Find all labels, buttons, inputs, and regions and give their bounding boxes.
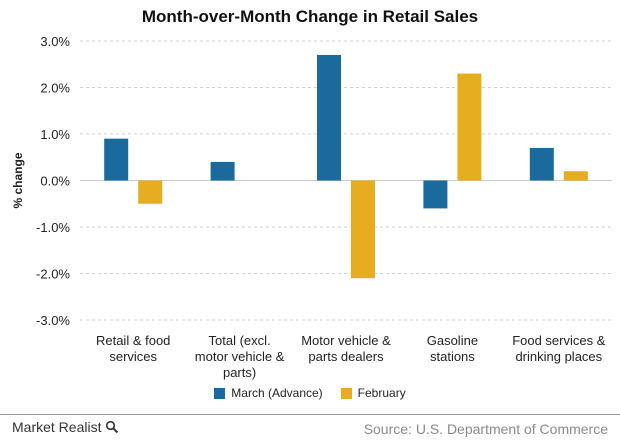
legend-swatch-march xyxy=(214,387,226,399)
legend: March (Advance) February xyxy=(0,386,620,400)
brand-name: Market Realist xyxy=(12,419,102,435)
category-label: Gasoline stations xyxy=(427,333,478,364)
legend-label-march: March (Advance) xyxy=(231,386,323,400)
y-tick-label: 2.0% xyxy=(40,81,70,96)
y-tick-label: 1.0% xyxy=(40,127,70,142)
chart-title: Month-over-Month Change in Retail Sales xyxy=(141,7,479,26)
category-label: Food services & drinking places xyxy=(512,333,606,364)
legend-swatch-february xyxy=(340,387,352,399)
legend-item-february: February xyxy=(340,386,406,400)
y-tick-label: -1.0% xyxy=(36,220,70,235)
y-tick-label: 0.0% xyxy=(40,174,70,189)
bar-february-3 xyxy=(457,73,482,181)
category-label: Motor vehicle & parts dealers xyxy=(301,333,391,364)
legend-item-march: March (Advance) xyxy=(214,386,323,400)
y-tick-label: -2.0% xyxy=(36,267,70,282)
magnifier-icon xyxy=(106,420,119,434)
bar-march-2 xyxy=(317,54,341,181)
bar-march-0 xyxy=(104,138,129,181)
bar-march-4 xyxy=(529,147,554,181)
category-label: Total (excl. motor vehicle & parts) xyxy=(195,333,285,380)
category-label: Retail & food services xyxy=(96,333,170,364)
bar-march-1 xyxy=(210,161,235,181)
footer-divider xyxy=(0,414,620,415)
bar-march-3 xyxy=(423,180,448,209)
y-tick-label: 3.0% xyxy=(40,34,70,49)
y-axis-label: % change xyxy=(11,152,25,208)
legend-label-february: February xyxy=(357,386,406,400)
brand: Market Realist xyxy=(12,419,119,435)
bar-february-4 xyxy=(563,171,588,181)
bar-february-0 xyxy=(138,180,163,204)
source-note: Source: U.S. Department of Commerce xyxy=(363,421,608,437)
y-tick-label: -3.0% xyxy=(36,313,70,328)
bar-february-2 xyxy=(351,180,375,279)
